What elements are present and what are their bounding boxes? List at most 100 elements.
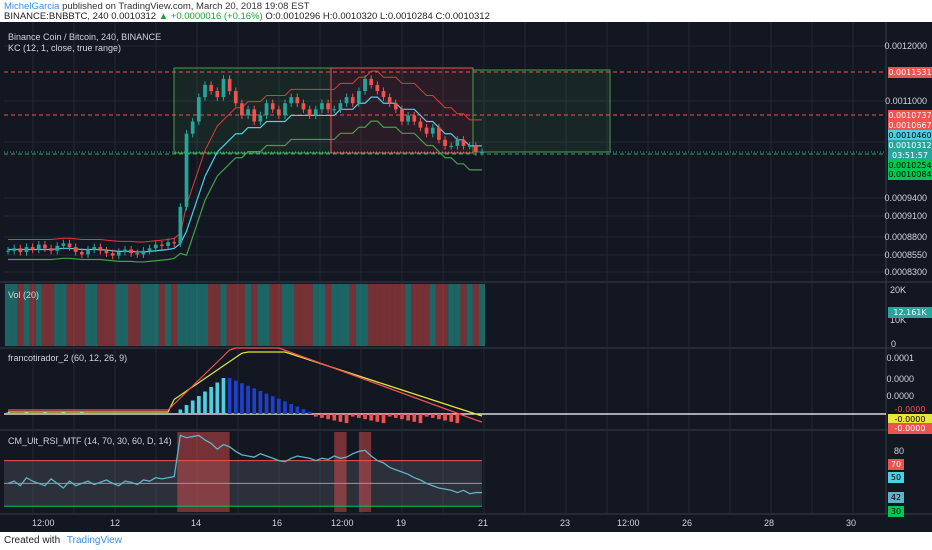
price-tag: 0.0010084 <box>888 169 932 180</box>
tradingview-logo[interactable]: TradingView <box>66 535 122 546</box>
volume-bar <box>257 284 264 346</box>
volume-bar <box>164 284 172 346</box>
volume-bar <box>103 284 110 346</box>
candle-body <box>252 109 257 122</box>
x-tick-label: 12:00 <box>331 518 354 528</box>
candle-body <box>246 109 250 116</box>
candle-body <box>12 248 17 251</box>
low-value: L:0.0010284 <box>379 11 433 22</box>
footer: Created with TradingView <box>0 532 932 550</box>
candle-body <box>313 109 318 116</box>
volume-bar <box>11 284 18 346</box>
osc-histogram-bar <box>393 414 398 418</box>
x-tick-label: 28 <box>764 518 775 528</box>
x-tick-label: 19 <box>396 518 407 528</box>
candle-body <box>393 103 398 110</box>
main-pane-title: Binance Coin / Bitcoin, 240, BINANCE <box>8 32 162 42</box>
rsi-pane-title: CM_Ult_RSI_MTF (14, 70, 30, 60, D, 14) <box>8 436 172 446</box>
osc-histogram-bar <box>400 414 404 420</box>
candle-body <box>400 109 404 122</box>
change-text: ▲ +0.0000016 (+0.16%) <box>158 11 263 22</box>
volume-bar <box>48 284 55 346</box>
volume-bar <box>361 284 369 346</box>
volume-bar <box>238 284 245 346</box>
candle-body <box>473 145 478 152</box>
volume-bar <box>355 284 362 346</box>
osc-histogram-bar <box>240 383 244 414</box>
volume-bar <box>281 284 289 346</box>
candle-body <box>166 242 170 246</box>
volume-bar <box>66 284 73 346</box>
osc-histogram-bar <box>270 396 275 414</box>
candle-body <box>43 244 47 249</box>
x-tick-label: 16 <box>272 518 283 528</box>
rsi-tick-label: 80 <box>893 446 904 456</box>
volume-bar <box>343 284 350 346</box>
ohlc-line: BINANCE:BNBBTC, 240 0.0010312 ▲ +0.00000… <box>4 11 490 22</box>
osc-histogram-bar <box>289 404 294 414</box>
volume-bar <box>312 284 319 346</box>
candle-body <box>178 206 183 244</box>
osc-histogram-bar <box>277 398 281 414</box>
volume-bar <box>478 284 486 346</box>
high-value: H:0.0010320 <box>322 11 378 22</box>
candle-body <box>92 247 97 250</box>
volume-bar <box>220 284 227 346</box>
volume-bar <box>158 284 165 346</box>
candle-body <box>36 244 41 250</box>
candle-body <box>424 127 429 134</box>
candle-body <box>344 97 349 104</box>
candle-body <box>67 243 72 248</box>
volume-bar <box>405 284 412 346</box>
volume-bar <box>226 284 233 346</box>
volume-bar <box>269 284 276 346</box>
osc-histogram-bar <box>283 401 287 414</box>
osc-histogram-bar <box>363 414 367 420</box>
osc-histogram-bar <box>227 378 232 414</box>
x-tick-label: 30 <box>846 518 857 528</box>
candle-body <box>190 121 195 134</box>
x-tick-label: 12:00 <box>617 518 640 528</box>
volume-bar <box>300 284 307 346</box>
macd-line <box>8 347 483 423</box>
volume-bar <box>146 284 153 346</box>
author-link[interactable]: MichelGarcia <box>4 1 60 12</box>
osc-histogram-bar <box>437 414 441 420</box>
volume-bar <box>337 284 344 346</box>
osc-histogram-bar <box>246 385 250 414</box>
candle-body <box>350 97 355 104</box>
osc-tick-label: 0.0000 <box>886 391 914 401</box>
volume-bar <box>152 284 159 346</box>
osc-histogram-bar <box>61 412 66 414</box>
candle-body <box>443 139 447 146</box>
osc-histogram-bar <box>449 414 454 422</box>
candle-body <box>455 139 460 146</box>
volume-bar <box>392 284 399 346</box>
symbol-line: BINANCE:BNBBTC, 240 <box>4 11 109 22</box>
osc-histogram-bar <box>196 396 201 414</box>
volume-bar <box>374 284 381 346</box>
osc-histogram-bar <box>455 414 460 424</box>
countdown-tag: 03:51:57 <box>888 150 932 161</box>
volume-bar <box>441 284 449 346</box>
candle-body <box>381 91 386 98</box>
candle-body <box>369 78 374 85</box>
last-price: 0.0010312 <box>111 11 157 22</box>
x-tick-label: 14 <box>191 518 202 528</box>
volume-bar <box>41 284 49 346</box>
osc-histogram-bar <box>338 414 343 422</box>
osc-histogram-bar <box>375 414 380 422</box>
volume-pane-title: Vol (20) <box>8 290 40 300</box>
volume-bar <box>318 284 326 346</box>
volume-bar <box>417 284 424 346</box>
osc-histogram-bar <box>350 414 355 417</box>
osc-histogram-bar <box>344 414 349 424</box>
candle-body <box>326 103 330 110</box>
x-tick-label: 12 <box>110 518 121 528</box>
chart-area[interactable]: Binance Coin / Bitcoin, 240, BINANCE KC … <box>0 22 932 532</box>
volume-bar <box>331 284 338 346</box>
y-tick-label: 0.0009100 <box>884 211 927 221</box>
volume-bar <box>78 284 85 346</box>
candle-body <box>215 91 220 98</box>
osc-tag: -0.0000 <box>888 423 932 434</box>
